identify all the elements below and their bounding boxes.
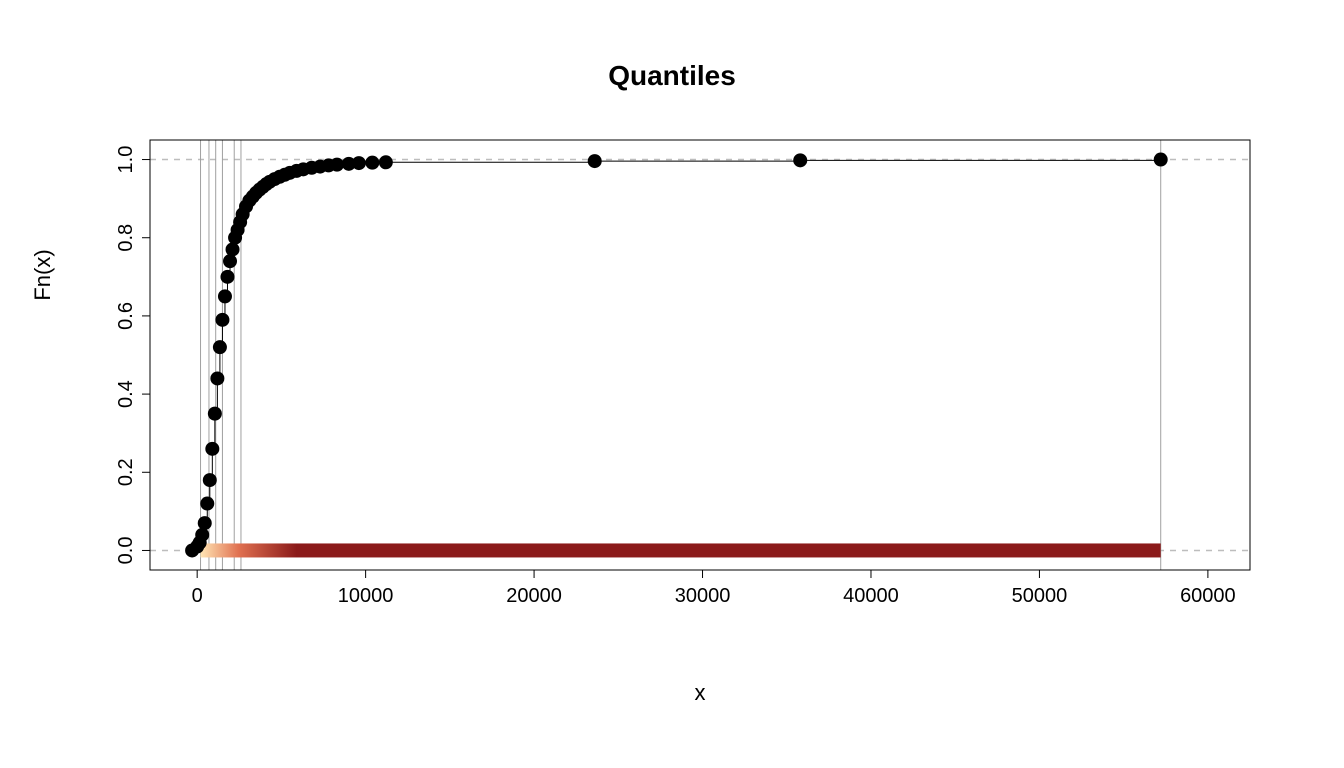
y-tick-label: 0.4: [115, 380, 137, 408]
plot-area: 0 10000 20000 30000 40000 50000 60000 0.0 0.2 0.4…: [115, 140, 1250, 607]
x-tick-label: 10000: [338, 585, 394, 607]
x-axis-label: x: [150, 680, 1250, 706]
x-tick-label: 30000: [675, 585, 731, 607]
x-tick-label: 0: [192, 585, 203, 607]
y-axis-label: Fn(x): [30, 60, 56, 490]
x-tick-label: 40000: [843, 585, 899, 607]
x-tick-label: 20000: [506, 585, 562, 607]
y-tick-label: 0.8: [115, 224, 137, 252]
y-tick-label: 0.2: [115, 458, 137, 486]
chart-title-text: Quantiles: [608, 60, 736, 91]
plot-svg: 0 10000 20000 30000 40000 50000 60000 0.0 0.2 0.4…: [0, 0, 1344, 768]
chart-container: Quantiles Fn(x) x 0 10000 20000 30000 40000 5…: [0, 0, 1344, 768]
chart-title: Quantiles: [0, 60, 1344, 92]
x-tick-label: 60000: [1180, 585, 1236, 607]
y-tick-label: 0.6: [115, 302, 137, 330]
x-tick-label: 50000: [1012, 585, 1068, 607]
y-tick-label: 1.0: [115, 146, 137, 174]
y-tick-label: 0.0: [115, 537, 137, 565]
y-axis-label-text: Fn(x): [30, 249, 55, 300]
x-axis-label-text: x: [695, 680, 706, 705]
